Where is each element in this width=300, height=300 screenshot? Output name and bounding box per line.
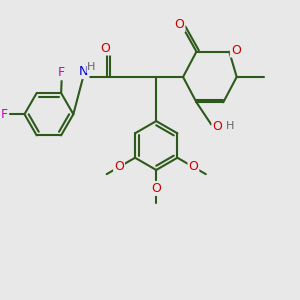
Text: O: O — [100, 41, 110, 55]
Text: N: N — [79, 65, 88, 78]
Text: O: O — [175, 18, 184, 31]
Text: H: H — [87, 62, 96, 72]
Text: H: H — [226, 121, 234, 131]
Text: F: F — [1, 108, 8, 121]
Text: O: O — [212, 120, 222, 133]
Text: O: O — [188, 160, 198, 173]
Text: O: O — [231, 44, 241, 57]
Text: F: F — [58, 66, 65, 79]
Text: O: O — [151, 182, 161, 195]
Text: O: O — [114, 160, 124, 173]
